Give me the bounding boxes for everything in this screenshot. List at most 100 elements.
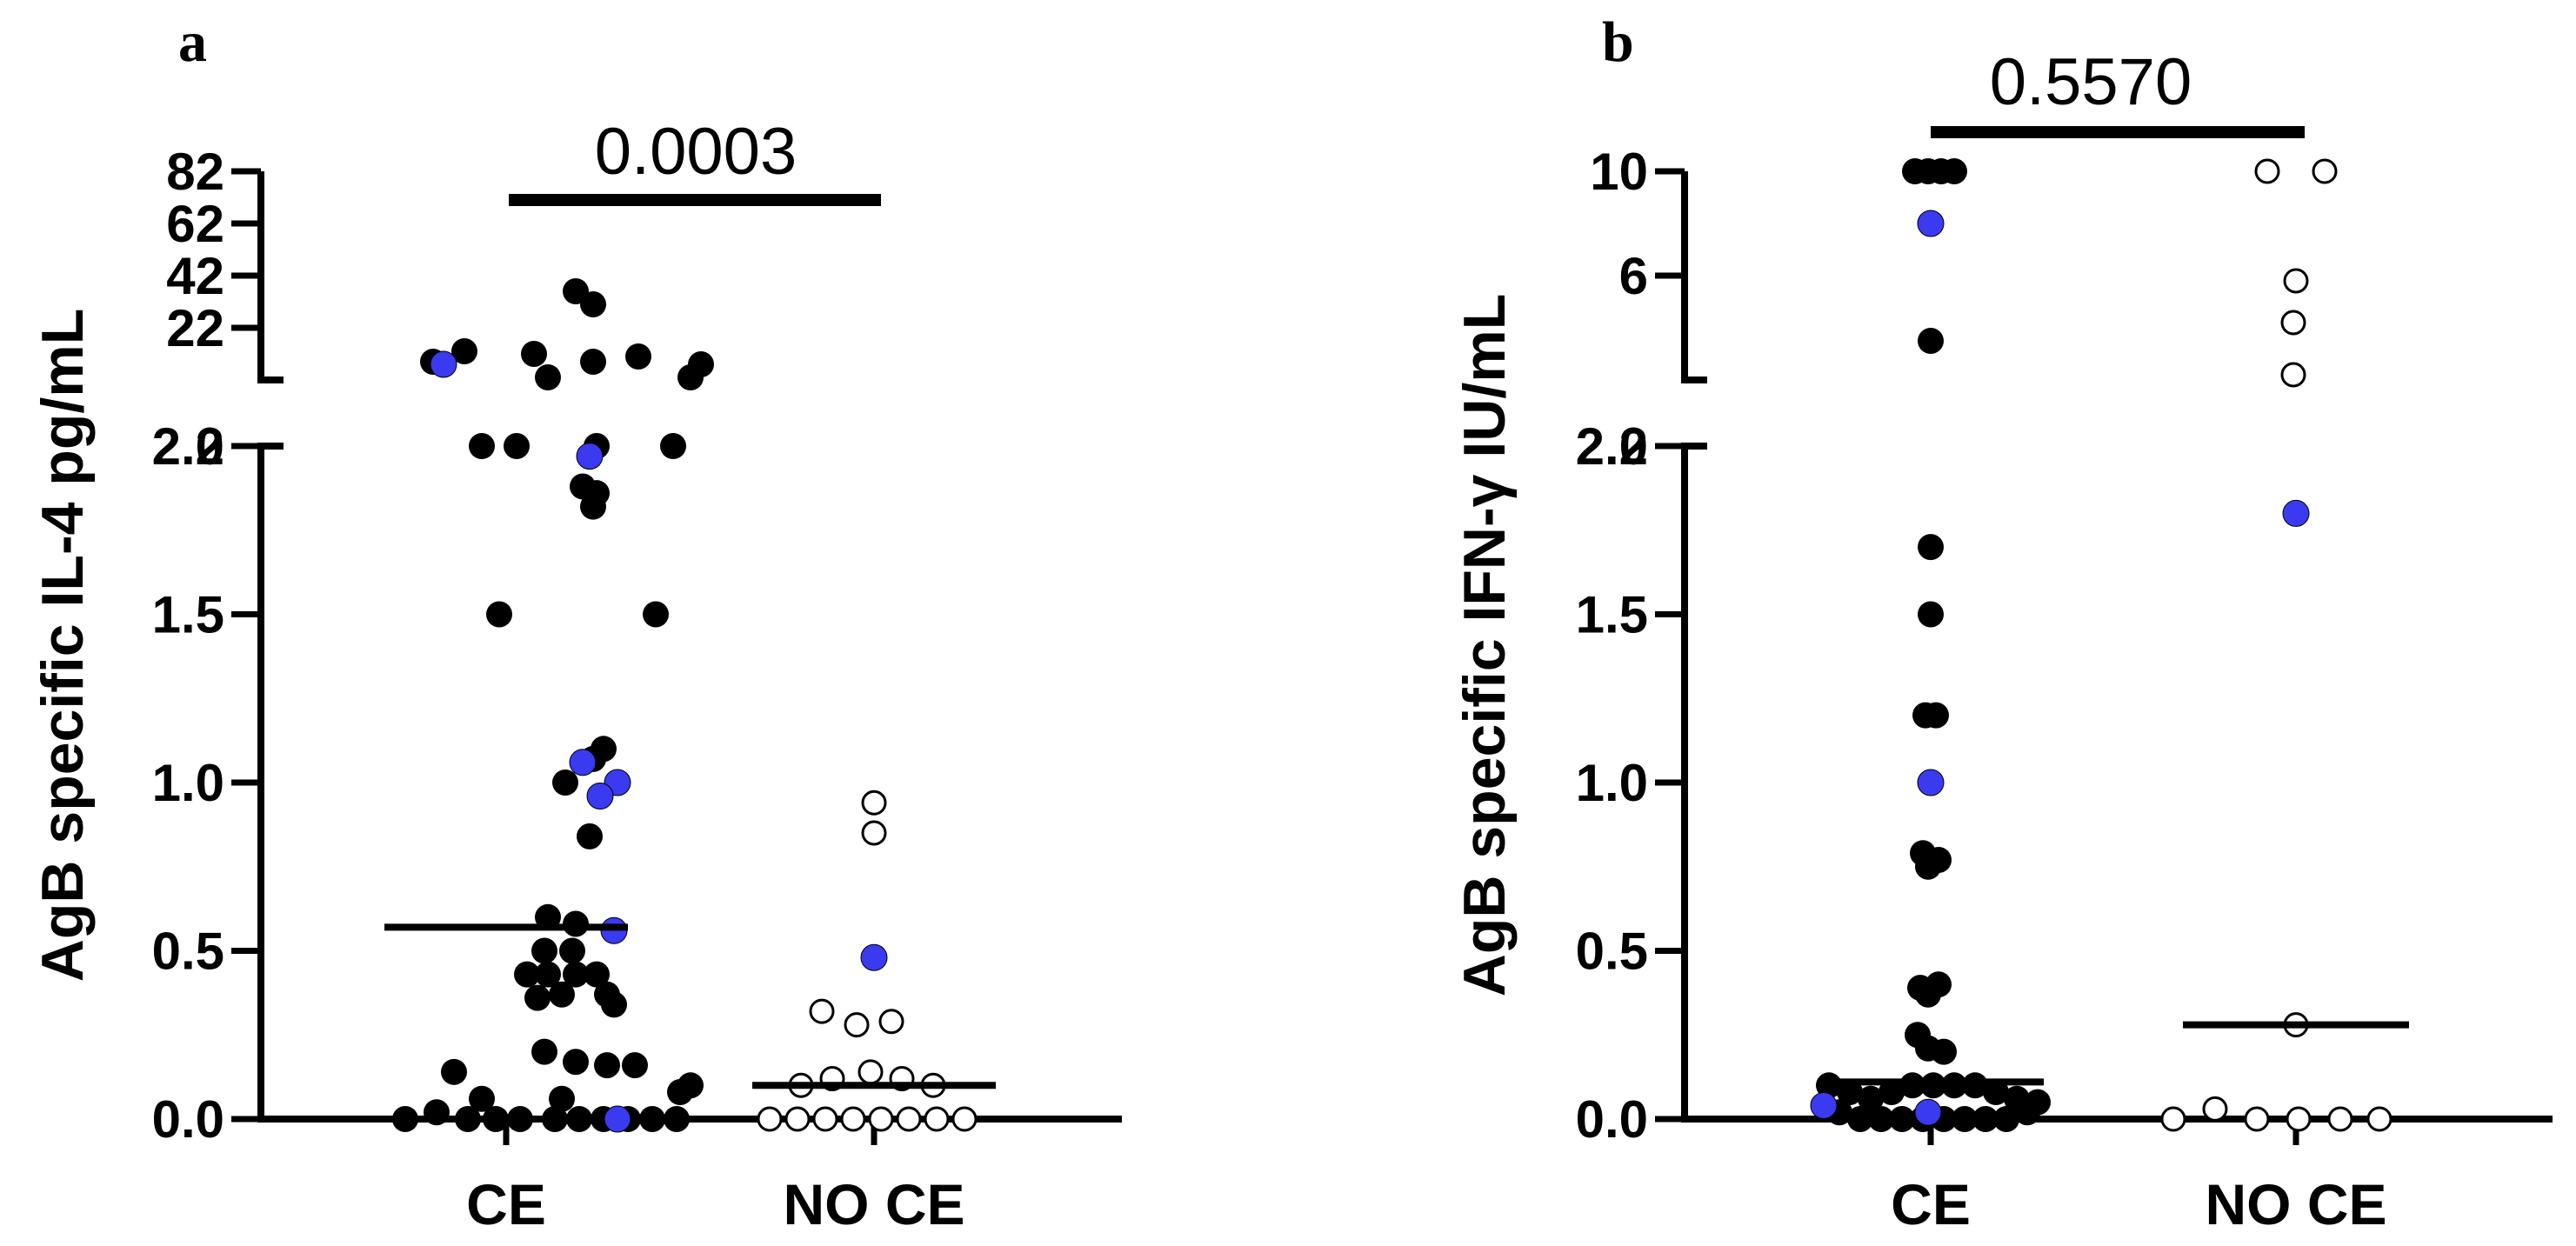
y-tick-label: 2.0 [1576,417,1648,476]
data-point [625,343,651,370]
data-point [809,998,835,1024]
data-point [757,1106,783,1132]
data-point [504,433,530,459]
data-point [451,338,477,364]
data-point [858,1059,884,1085]
data-point [1983,1079,2009,1106]
data-point [552,770,578,796]
data-point [486,601,512,628]
data-point [580,291,606,317]
data-point [840,1106,866,1132]
y-tick-label: 1.0 [1576,754,1648,812]
data-point [1923,702,1949,729]
data-point [586,782,614,810]
data-point [812,1106,838,1132]
data-point [1918,328,1944,354]
data-point [1918,601,1944,628]
data-point [441,1058,467,1085]
y-axis-label: AgB specific IL-4 pg/mL [30,309,96,983]
y-tick-label: 2 [196,417,224,476]
data-point [688,351,714,377]
data-point [469,433,495,459]
data-point [1915,981,1941,1008]
data-point [2327,1106,2353,1132]
panel-b: b AgB specific IFN-γ IU/mL 0.0 0.5 1.0 1.5 2.0… [1452,10,2553,1236]
y-tick-label: 0.0 [1576,1090,1648,1149]
x-category-label: NO CE [2205,1172,2386,1236]
data-point [542,1106,568,1132]
data-point [1917,210,1945,237]
data-point [549,981,575,1008]
data-point [1868,1106,1894,1132]
data-point [514,961,540,988]
data-point [1847,1106,1873,1132]
data-point [535,961,561,988]
data-point [677,1072,704,1099]
data-point [784,1106,811,1132]
data-point [844,1012,870,1038]
data-point [580,349,606,375]
data-point [1879,1079,1905,1106]
data-point [2282,499,2310,527]
data-point [2202,1096,2228,1122]
data-point [1858,1085,1884,1112]
y-tick-label: 1.5 [1576,586,1648,644]
data-point [924,1106,950,1132]
data-point [1917,769,1945,796]
x-category-label: NO CE [783,1172,964,1236]
data-point [2280,362,2306,388]
data-point [2014,1099,2040,1126]
data-point [2160,1106,2186,1132]
data-point [1952,1106,1978,1132]
data-point [507,1106,533,1132]
data-point [531,937,557,964]
data-point [577,823,603,850]
data-point [563,961,589,988]
y-tick-label: 42 [166,247,224,305]
data-point [2286,1106,2312,1132]
y-tick-label: 10 [1590,143,1648,201]
data-point [868,1106,894,1132]
y-tick-label: 0.5 [152,923,224,981]
data-point [1918,534,1944,561]
data-point [524,984,551,1011]
data-point [660,433,686,459]
data-point [2366,1106,2392,1132]
y-tick-label: 62 [166,195,224,253]
data-point [2283,268,2309,294]
data-point [584,961,610,988]
data-point [1941,158,1967,184]
data-point [643,601,669,628]
data-point [1889,1106,1915,1132]
data-point [861,820,887,846]
panel-letter: a [178,10,207,74]
data-point [1993,1106,2019,1132]
data-point [1810,1092,1838,1120]
x-category-label: CE [466,1172,546,1236]
x-category-label: CE [1891,1172,1971,1236]
data-point [604,1105,631,1133]
data-point [622,1052,648,1079]
data-point [392,1106,418,1132]
data-point [951,1106,978,1132]
data-point [455,1106,481,1132]
data-point [566,1106,592,1132]
y-tick-label: 0.5 [1576,923,1648,981]
data-point [1915,853,1941,880]
data-point [2244,1106,2270,1132]
data-point [580,493,606,520]
data-point [664,1106,690,1132]
data-point [878,1009,904,1035]
y-tick-label: 0.0 [152,1090,224,1149]
data-point [559,937,585,964]
data-point [430,350,457,378]
y-tick-label: 1.0 [152,754,224,812]
panel-letter: b [1602,10,1634,74]
data-point [896,1106,922,1132]
data-point [521,341,547,367]
data-point [861,790,887,816]
data-point [535,903,561,930]
data-point [569,749,597,776]
data-point [549,1085,575,1112]
